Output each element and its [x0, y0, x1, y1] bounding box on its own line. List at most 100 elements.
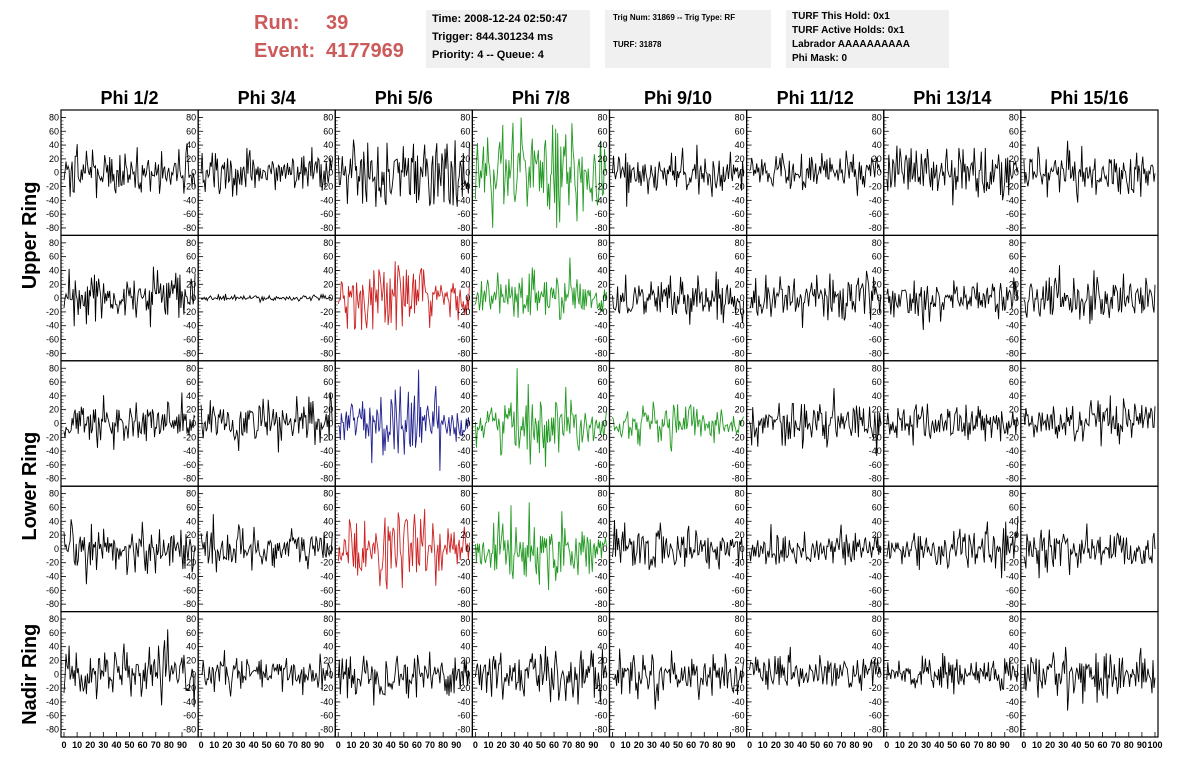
y-tick-label: 20: [597, 405, 607, 415]
panel-frame: [197, 109, 336, 237]
y-tick-label: 20: [323, 154, 333, 164]
x-tick-label: 80: [438, 740, 448, 750]
y-tick-label: 60: [323, 628, 333, 638]
waveform-trace: [749, 270, 882, 328]
y-tick-label: 60: [186, 628, 196, 638]
y-tick-label: -40: [1006, 697, 1019, 707]
y-tick-label: 0: [328, 293, 333, 303]
waveform-trace: [612, 519, 744, 571]
x-tick-label: 90: [451, 740, 461, 750]
y-tick-label: 80: [872, 614, 882, 624]
y-tick-label: 60: [735, 502, 745, 512]
waveform-trace: [474, 645, 607, 705]
y-tick-label: -40: [183, 321, 196, 331]
y-tick-label: 20: [735, 279, 745, 289]
y-tick-label: -80: [320, 599, 333, 609]
waveform-trace: [337, 261, 470, 331]
y-tick-label: -80: [320, 474, 333, 484]
y-tick-label: -40: [457, 446, 470, 456]
x-tick-label: 60: [549, 740, 559, 750]
x-tick-label: 0: [1021, 740, 1026, 750]
y-tick-label: 80: [323, 112, 333, 122]
y-tick-label: 80: [323, 614, 333, 624]
y-tick-label: 80: [735, 112, 745, 122]
y-tick-label: -80: [46, 599, 59, 609]
y-tick-label: -80: [46, 348, 59, 358]
y-tick-label: -40: [320, 572, 333, 582]
waveform-trace: [1023, 265, 1156, 325]
y-tick-label: -60: [1006, 460, 1019, 470]
y-tick-label: 80: [49, 363, 59, 373]
y-tick-label: -60: [1006, 335, 1019, 345]
panel-frame: [746, 485, 885, 613]
y-tick-label: 40: [1009, 140, 1019, 150]
waveform-trace: [886, 516, 1019, 579]
y-tick-label: -20: [732, 683, 745, 693]
y-tick-label: -80: [457, 599, 470, 609]
y-tick-label: 80: [1009, 238, 1019, 248]
run-label: Run:: [254, 12, 300, 34]
y-tick-label: 20: [872, 154, 882, 164]
ring-label: Upper Ring: [19, 182, 41, 290]
x-tick-label: 40: [660, 740, 670, 750]
x-tick-label: 90: [177, 740, 187, 750]
x-tick-label: 30: [647, 740, 657, 750]
x-tick-label: 50: [125, 740, 135, 750]
y-tick-label: 80: [597, 238, 607, 248]
y-tick-label: 40: [460, 516, 470, 526]
y-tick-label: -40: [732, 572, 745, 582]
x-tick-label: 20: [771, 740, 781, 750]
y-tick-label: 80: [1009, 489, 1019, 499]
y-tick-label: 60: [1009, 252, 1019, 262]
y-tick-label: 20: [323, 279, 333, 289]
y-tick-label: 60: [597, 126, 607, 136]
waveform-trace: [612, 144, 745, 207]
y-tick-label: 40: [460, 140, 470, 150]
x-tick-label: 10: [1032, 740, 1042, 750]
y-tick-label: 20: [186, 655, 196, 665]
y-tick-label: -20: [1006, 683, 1019, 693]
y-tick-label: 20: [735, 405, 745, 415]
waveform-trace: [337, 369, 470, 471]
y-tick-label: 20: [186, 154, 196, 164]
x-tick-label: 60: [412, 740, 422, 750]
y-tick-label: 60: [872, 126, 882, 136]
y-tick-label: 20: [186, 279, 196, 289]
y-tick-label: 40: [872, 642, 882, 652]
y-tick-label: -60: [320, 209, 333, 219]
y-tick-label: 60: [186, 502, 196, 512]
y-tick-label: -40: [869, 572, 882, 582]
x-tick-label: 0: [610, 740, 615, 750]
x-tick-label: 80: [850, 740, 860, 750]
y-tick-label: 40: [872, 265, 882, 275]
x-tick-label: 50: [673, 740, 683, 750]
y-tick-label: -20: [320, 432, 333, 442]
y-tick-label: -20: [594, 307, 607, 317]
x-tick-label: 40: [1071, 740, 1081, 750]
y-tick-label: 60: [597, 628, 607, 638]
y-tick-label: 20: [872, 405, 882, 415]
y-tick-label: 40: [735, 642, 745, 652]
y-tick-label: -60: [732, 585, 745, 595]
y-tick-label: -80: [594, 223, 607, 233]
y-tick-label: -40: [1006, 321, 1019, 331]
waveform-trace: [200, 392, 333, 453]
y-tick-label: -20: [320, 683, 333, 693]
x-tick-label: 0: [199, 740, 204, 750]
labrador-text: Labrador AAAAAAAAAA: [792, 39, 910, 50]
y-tick-label: -20: [732, 182, 745, 192]
x-tick-label: 50: [536, 740, 546, 750]
y-tick-label: -60: [457, 711, 470, 721]
y-tick-label: 40: [49, 140, 59, 150]
y-tick-label: 60: [460, 628, 470, 638]
y-tick-label: 60: [49, 628, 59, 638]
y-tick-label: 0: [740, 669, 745, 679]
x-tick-label: 40: [386, 740, 396, 750]
panel-frame: [334, 360, 473, 487]
y-tick-label: 0: [54, 168, 59, 178]
y-tick-label: 80: [460, 614, 470, 624]
x-tick-label: 10: [346, 740, 356, 750]
y-tick-label: 40: [186, 391, 196, 401]
y-tick-label: -40: [183, 697, 196, 707]
y-tick-label: -20: [457, 558, 470, 568]
